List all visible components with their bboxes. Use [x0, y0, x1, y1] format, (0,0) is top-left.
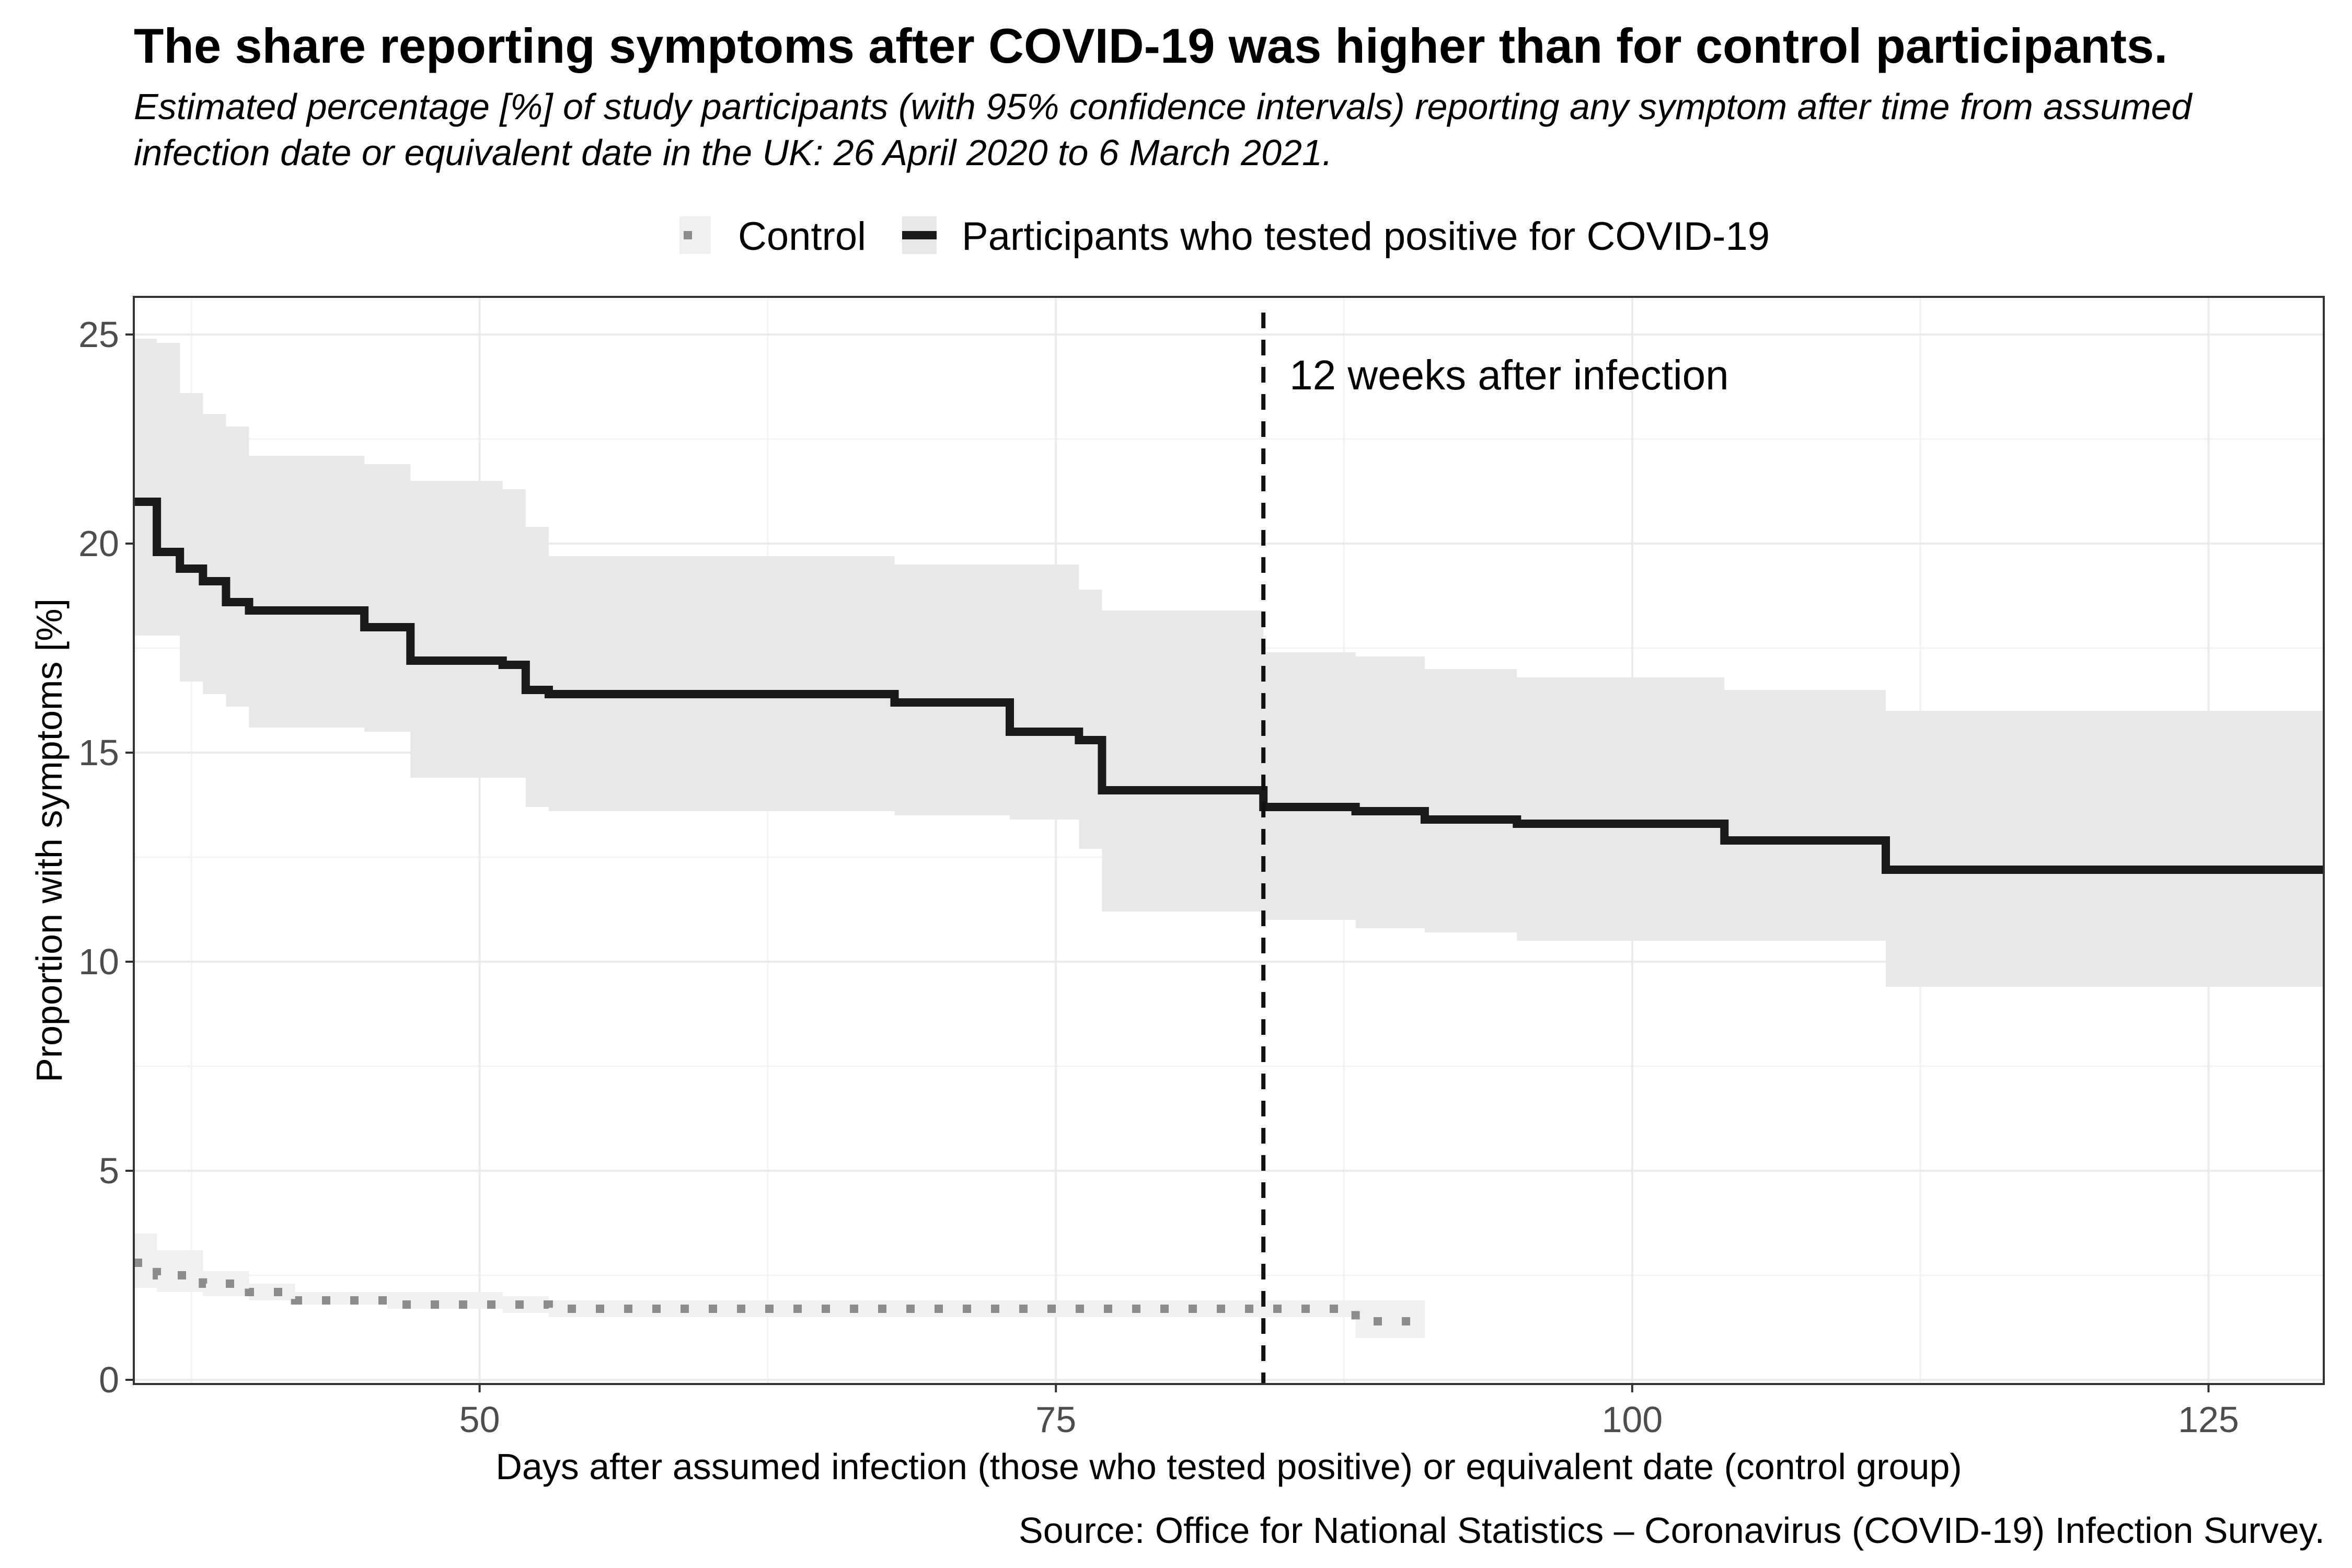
plot-border: [133, 296, 2325, 1385]
y-tick-label: 0: [99, 1359, 119, 1400]
ci-band-positive: [134, 339, 2324, 987]
legend-label-positive: Participants who tested positive for COV…: [962, 214, 1770, 259]
legend-label-control: Control: [738, 214, 866, 259]
y-tick-label: 5: [99, 1150, 119, 1191]
y-tick-label: 25: [78, 314, 119, 355]
series-line-positive: [134, 498, 2324, 874]
chart-title: The share reporting symptoms after COVID…: [134, 18, 2168, 73]
ci-band-control: [134, 1233, 1425, 1338]
plot-area: [134, 339, 2324, 1338]
x-axis-title: Days after assumed infection (those who …: [495, 1446, 1962, 1487]
y-tick-label: 10: [78, 941, 119, 982]
x-tick-label: 75: [1035, 1399, 1076, 1440]
annotation-label: 12 weeks after infection: [1289, 352, 1728, 398]
x-tick-label: 125: [2178, 1399, 2239, 1440]
x-tick-label: 100: [1601, 1399, 1663, 1440]
chart-subtitle: Estimated percentage [%] of study partic…: [134, 86, 2192, 173]
y-tick-label: 20: [78, 523, 119, 564]
x-tick-label: 50: [459, 1399, 500, 1440]
y-tick-label: 15: [78, 732, 119, 773]
source-note: Source: Office for National Statistics –…: [1019, 1510, 2325, 1551]
y-axis-title: Proportion with symptoms [%]: [29, 598, 70, 1082]
legend: Control Participants who tested positive …: [679, 214, 1770, 259]
